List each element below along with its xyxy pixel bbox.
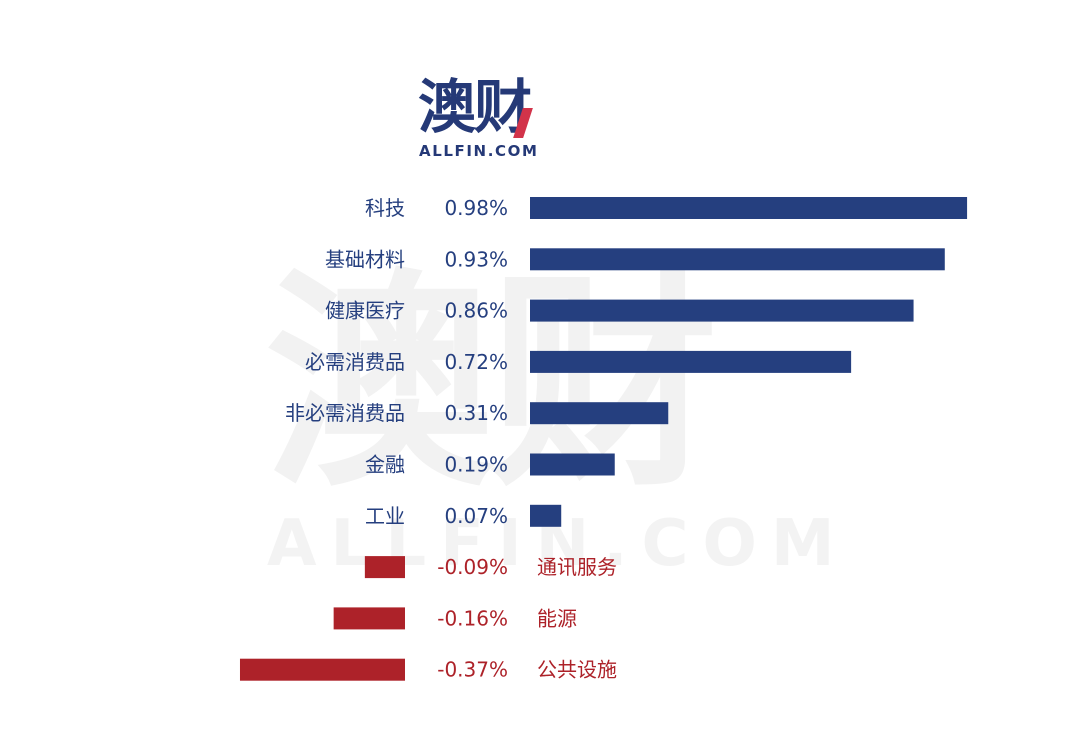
value-label-9: -0.16% [437,606,508,630]
value-label-5: 0.31% [444,401,508,425]
bar-6 [530,453,615,476]
value-label-1: 0.98% [444,196,508,220]
value-label-10: -0.37% [437,658,508,682]
category-label-8: 通讯服务 [537,555,617,579]
category-label-1: 科技 [365,196,405,220]
bar-9 [333,607,405,630]
logo-sub-text: ALLFIN.COM [419,142,539,160]
category-label-6: 金融 [365,453,405,477]
category-label-10: 公共设施 [537,658,617,682]
bar-8 [364,556,405,579]
bar-3 [530,299,914,322]
logo-main-text: 澳财 [418,73,532,141]
bar-7 [530,504,562,527]
bar-2 [530,248,945,271]
category-label-9: 能源 [537,606,577,630]
category-label-2: 基础材料 [325,247,405,271]
bar-1 [530,197,968,219]
brand-logo: 澳财 ALLFIN.COM [418,78,548,168]
bar-10 [239,658,405,681]
value-label-6: 0.19% [444,453,508,477]
value-label-8: -0.09% [437,555,508,579]
bar-4 [530,350,852,373]
value-label-3: 0.86% [444,299,508,323]
value-label-7: 0.07% [444,504,508,528]
value-label-2: 0.93% [444,247,508,271]
category-label-7: 工业 [365,504,405,528]
category-label-3: 健康医疗 [325,299,405,323]
value-label-4: 0.72% [444,350,508,374]
category-label-5: 非必需消费品 [285,401,405,425]
bar-5 [530,402,669,425]
category-label-4: 必需消费品 [305,350,405,374]
